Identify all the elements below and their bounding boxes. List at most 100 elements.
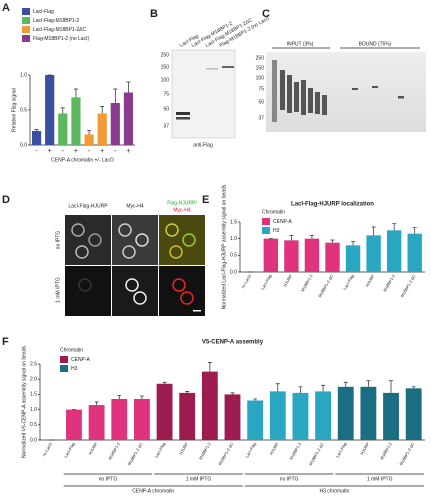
panel-label: B	[150, 8, 158, 20]
error-bar	[371, 226, 376, 236]
y-tick-label: 0.0	[230, 269, 237, 275]
y-tick-label: 0.0	[20, 142, 27, 148]
band	[222, 66, 234, 68]
column-label: LacI-Flag-HJURP	[68, 203, 108, 209]
x-tick-label: HJURP	[282, 273, 293, 287]
legend-label: LacI-Flag-M18BP1-2	[33, 18, 79, 24]
x-tick-label: M18BP1-2 ΔC	[317, 273, 334, 298]
y-tick-label: 1.0	[230, 236, 237, 242]
y-axis-label: Relative Flag signal	[11, 88, 17, 132]
x-tick-label: -	[62, 148, 65, 155]
x-tick-label: HJURP	[178, 441, 189, 455]
bar	[304, 238, 320, 272]
column-label: Flag-HJURP/	[167, 200, 197, 206]
error-bar	[253, 398, 258, 401]
x-tick-label: LacI-Flag	[244, 442, 257, 459]
bar	[201, 371, 218, 440]
group-label: INPUT (3%)	[287, 41, 314, 47]
chart-title: LacI-Flag-HJURP localization	[291, 202, 374, 208]
band	[176, 112, 190, 115]
legend-swatch	[22, 8, 30, 15]
panel-label: C	[262, 8, 270, 20]
error-bar	[113, 88, 118, 103]
error-bar	[73, 88, 78, 98]
x-tick-label: M18BP1-2 ΔC	[398, 441, 415, 466]
bar	[88, 405, 105, 440]
legend-label: H3	[71, 366, 78, 372]
column-label: Myc-H4	[126, 203, 143, 209]
bar	[315, 391, 332, 440]
error-bar	[139, 395, 144, 399]
error-bar	[126, 81, 131, 93]
marker: 75	[258, 86, 264, 92]
group-label: no IPTG	[99, 476, 118, 482]
x-tick-label: -	[114, 148, 117, 155]
bar	[156, 383, 173, 440]
x-tick-label: LacI-Flag	[154, 442, 167, 459]
y-tick-label: 1.5	[30, 392, 37, 398]
marker: 100	[256, 75, 265, 81]
error-bar	[343, 381, 348, 387]
x-tick-label: +	[100, 148, 104, 155]
bar	[110, 103, 120, 145]
error-bar	[351, 240, 356, 246]
x-tick-label: M18BP1-2 ΔC	[217, 441, 234, 466]
marker: 100	[161, 77, 170, 83]
blot-b: LacI-Flag LacI-Flag-M18BP1-2 LacI-Flag-M…	[161, 15, 271, 148]
x-tick-label: M18BP1-2	[288, 441, 302, 461]
x-tick-label: M18BP1-2	[379, 441, 393, 461]
panel-label: E	[202, 194, 209, 206]
x-tick-label: no LacO	[41, 442, 53, 458]
bar	[360, 386, 377, 440]
x-tick-label: HJURP	[87, 441, 98, 455]
y-tick-label: 2.0	[30, 377, 37, 383]
error-bar	[207, 362, 212, 372]
error-bar	[117, 394, 122, 399]
y-axis-label: Normalized LacI-Flag-HJURP assembly sign…	[221, 184, 227, 309]
x-tick-label: M18BP1-2 ΔC	[127, 441, 144, 466]
x-tick-label: M18BP1-2	[382, 273, 396, 293]
blot-membrane	[171, 49, 236, 139]
y-axis-label: Normalized V5-CENP-A assembly signal on …	[21, 346, 27, 458]
antibody: anti-Flag	[193, 142, 213, 148]
error-bar	[87, 129, 92, 135]
y-tick-label: 1.0	[30, 407, 37, 413]
bar	[133, 398, 150, 440]
legend-swatch	[60, 365, 68, 372]
row-label: 1 mM IPTG	[55, 277, 61, 303]
group-label: no IPTG	[280, 476, 299, 482]
chart-title: V5-CENP-A assembly	[202, 340, 264, 346]
bar	[179, 392, 196, 440]
legend-swatch	[262, 227, 270, 234]
column-label: Myc-H4	[173, 207, 190, 213]
gel-c: INPUT (3%) BOUND (75%) 250 150 100 75 50…	[256, 41, 426, 132]
bar	[84, 134, 94, 145]
x-tick-label: no LacO	[240, 274, 252, 290]
bar	[345, 245, 361, 272]
y-tick-label: 2.5	[30, 361, 37, 367]
legend-label: H3	[273, 228, 280, 234]
x-tick-label: M18BP1-2	[300, 273, 314, 293]
error-bar	[309, 234, 314, 239]
bar	[224, 394, 241, 440]
y-tick-label: 1.5	[230, 219, 237, 225]
bar	[366, 235, 381, 272]
x-tick-label: HJURP	[269, 441, 280, 455]
x-tick-label: M18BP1-2	[198, 441, 212, 461]
band	[176, 117, 190, 120]
x-tick-label: +	[48, 148, 52, 155]
bar	[337, 386, 354, 440]
x-tick-label: M18BP1-2	[107, 441, 121, 461]
error-bar	[366, 380, 371, 387]
legend-swatch	[22, 26, 30, 33]
bar	[386, 230, 402, 272]
bar	[247, 400, 264, 440]
band	[206, 68, 218, 70]
legend-swatch	[22, 17, 30, 24]
marker: 50	[258, 99, 264, 105]
y-tick-label: 0.5	[230, 253, 237, 259]
bar	[111, 398, 128, 440]
legend-label: CENP-A	[273, 219, 293, 225]
bar	[269, 391, 286, 440]
